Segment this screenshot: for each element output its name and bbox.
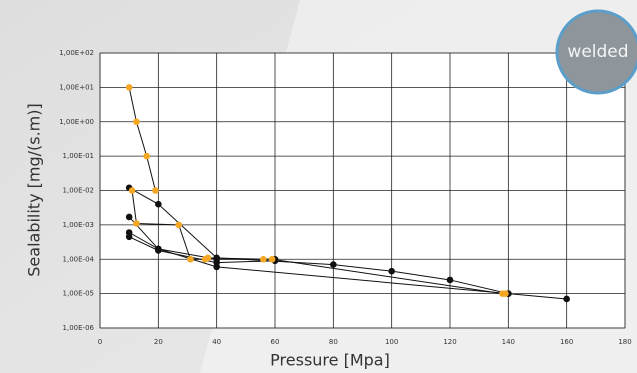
x-tick-label: 60 xyxy=(271,338,280,346)
data-point xyxy=(446,276,454,284)
y-tick-label: 1,00E-01 xyxy=(63,152,94,160)
series-line xyxy=(128,236,276,264)
data-point xyxy=(155,200,162,208)
marks: 1,00E-06 1,00E-05 1,00E-04 1,00E-03 1,00E-02… xyxy=(59,49,631,346)
data-point xyxy=(125,213,133,221)
data-point xyxy=(152,187,159,194)
x-tick-label: 180 xyxy=(618,338,631,346)
data-point xyxy=(502,290,509,297)
badge xyxy=(555,9,637,95)
data-point xyxy=(133,118,140,126)
x-tick-label: 100 xyxy=(385,338,398,346)
y-tick-label: 1,00E-06 xyxy=(63,324,95,332)
badge-label: welded xyxy=(567,42,628,62)
x-tick-label: 0 xyxy=(98,338,102,346)
y-axis-label: Sealability [mg/(s.m)] xyxy=(25,103,44,276)
data-point xyxy=(187,255,194,263)
data-point xyxy=(143,152,150,160)
data-point xyxy=(175,221,183,229)
data-point xyxy=(213,259,220,266)
data-point xyxy=(155,247,162,254)
y-tick-label: 1,00E+01 xyxy=(59,83,94,91)
series-line xyxy=(128,187,567,300)
x-tick-label: 160 xyxy=(560,338,573,346)
data-point xyxy=(133,220,140,227)
y-tick-label: 1,00E+00 xyxy=(59,118,94,126)
data-point xyxy=(260,255,267,263)
data-point xyxy=(204,254,212,262)
y-tick-label: 1,00E-02 xyxy=(63,187,94,195)
x-axis-label: Pressure [Mpa] xyxy=(270,351,390,370)
data-point xyxy=(268,255,276,263)
data-point xyxy=(388,267,395,275)
x-tick-label: 140 xyxy=(502,338,515,346)
x-tick-label: 20 xyxy=(154,338,163,346)
data-point xyxy=(125,233,133,241)
y-tick-label: 1,00E-03 xyxy=(63,221,94,229)
y-tick-label: 1,00E+02 xyxy=(59,49,94,57)
x-tick-label: 120 xyxy=(443,338,456,346)
data-point xyxy=(330,261,337,268)
data-point xyxy=(125,84,133,91)
data-point xyxy=(563,295,570,303)
data-point xyxy=(128,187,136,194)
series-line xyxy=(128,87,156,191)
x-tick-label: 40 xyxy=(212,338,221,346)
y-tick-label: 1,00E-04 xyxy=(63,255,95,263)
x-tick-label: 80 xyxy=(329,338,338,346)
y-tick-label: 1,00E-05 xyxy=(63,290,94,298)
